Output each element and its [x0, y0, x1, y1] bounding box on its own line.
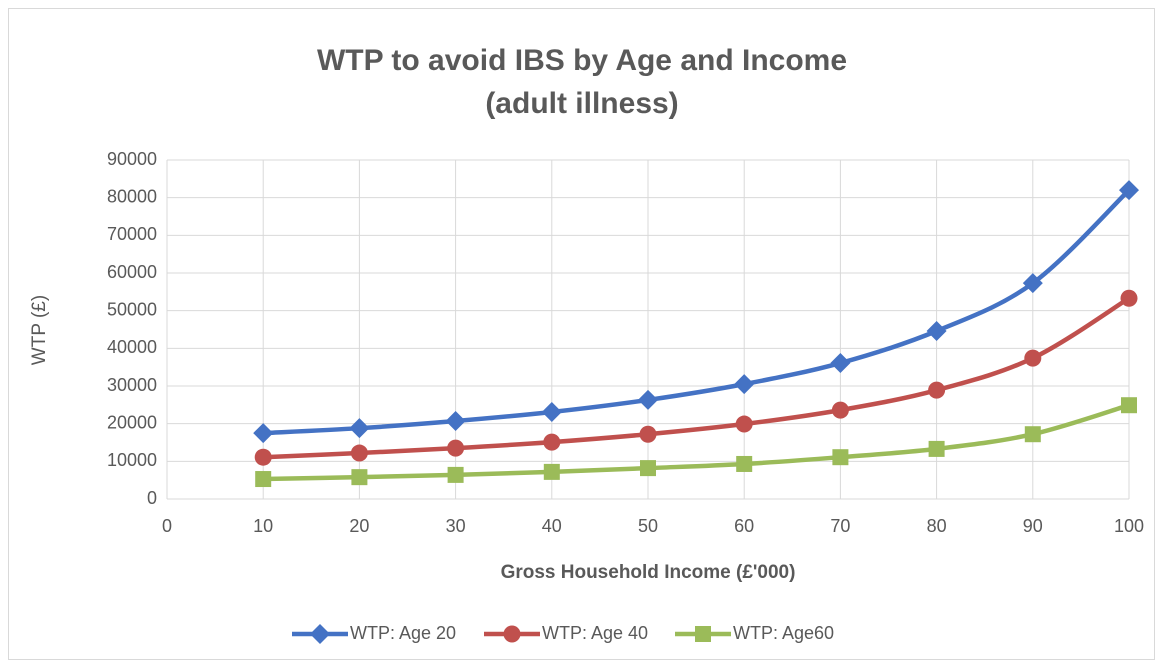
x-tick-label: 70 [830, 516, 850, 536]
marker [1024, 426, 1041, 443]
x-tick-label: 30 [446, 516, 466, 536]
marker [1120, 289, 1138, 307]
marker [447, 439, 465, 457]
legend-marker [695, 626, 711, 642]
marker [1119, 180, 1139, 201]
y-tick-label: 50000 [107, 299, 157, 319]
y-tick-label: 60000 [107, 262, 157, 282]
marker [638, 389, 658, 410]
chart-title: WTP to avoid IBS by Age and Income [317, 44, 847, 77]
chart-border [8, 8, 1155, 660]
marker [543, 433, 561, 451]
x-tick-label: 0 [162, 516, 172, 536]
x-tick-label: 20 [349, 516, 369, 536]
series-line [263, 188, 1131, 436]
legend-label: WTP: Age 20 [350, 623, 456, 643]
y-tick-label: 80000 [107, 186, 157, 206]
x-tick-label: 40 [542, 516, 562, 536]
marker [351, 469, 368, 486]
y-tick-label: 70000 [107, 224, 157, 244]
marker [541, 401, 562, 422]
marker [832, 449, 849, 466]
legend-label: WTP: Age 40 [542, 623, 648, 643]
marker [254, 448, 272, 466]
x-axis-label: Gross Household Income (£'000) [501, 562, 796, 583]
chart-title: (adult illness) [485, 87, 678, 120]
marker [928, 440, 945, 457]
x-tick-label: 80 [927, 516, 947, 536]
marker [926, 321, 947, 342]
x-tick-label: 60 [734, 516, 754, 536]
marker [1022, 273, 1043, 294]
y-tick-label: 90000 [107, 149, 157, 169]
x-tick-label: 50 [638, 516, 658, 536]
legend-marker [310, 624, 330, 644]
marker [736, 455, 753, 472]
marker [928, 381, 946, 399]
marker [445, 411, 466, 432]
y-tick-label: 40000 [107, 337, 157, 357]
y-tick-label: 30000 [107, 375, 157, 395]
series-line [263, 403, 1130, 482]
marker [735, 415, 753, 433]
marker [831, 401, 849, 419]
x-tick-label: 100 [1114, 516, 1144, 536]
marker [543, 463, 560, 480]
marker [640, 460, 656, 477]
marker [734, 374, 755, 395]
y-tick-label: 20000 [107, 412, 157, 432]
marker [639, 425, 657, 443]
y-tick-label: 10000 [107, 450, 157, 470]
x-tick-label: 10 [253, 516, 273, 536]
marker [255, 471, 272, 488]
marker [349, 418, 370, 439]
y-tick-label: 0 [147, 488, 157, 508]
marker [253, 423, 274, 444]
x-tick-label: 90 [1023, 516, 1043, 536]
marker [350, 444, 368, 462]
marker [447, 466, 464, 483]
marker [1024, 349, 1042, 367]
y-axis-label: WTP (£) [29, 295, 50, 365]
legend-marker [503, 625, 521, 643]
series-line [263, 296, 1131, 460]
marker [830, 353, 851, 374]
legend-label: WTP: Age60 [733, 623, 834, 643]
marker [1121, 397, 1137, 414]
